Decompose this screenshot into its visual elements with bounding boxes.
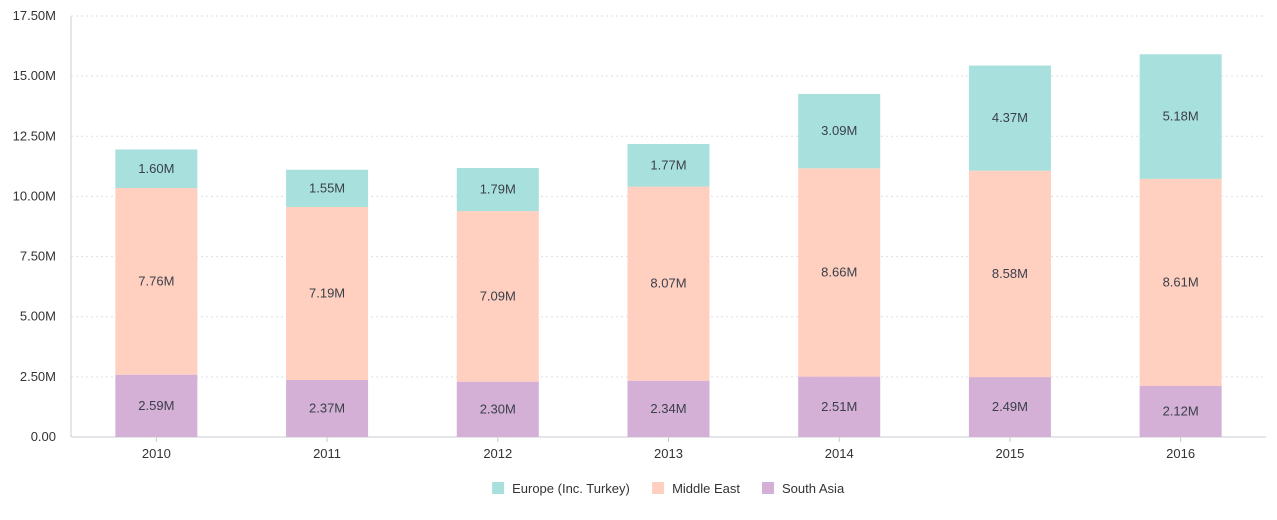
bar-segment bbox=[286, 207, 369, 380]
bar-segment bbox=[627, 186, 710, 381]
y-tick-label: 0.00 bbox=[31, 429, 56, 444]
x-tick-label: 2012 bbox=[483, 446, 512, 461]
legend-swatch bbox=[492, 482, 505, 494]
x-axis-ticks: 2010 2011 2012 2013 2014 2015 2016 bbox=[142, 437, 1195, 461]
data-label: 1.55M bbox=[309, 180, 345, 195]
data-label: 2.30M bbox=[480, 401, 516, 416]
legend-label: Middle East bbox=[672, 481, 740, 496]
data-label: 2.49M bbox=[992, 399, 1028, 414]
x-tick-label: 2016 bbox=[1166, 446, 1195, 461]
bar-segment bbox=[115, 149, 198, 189]
x-tick-label: 2011 bbox=[313, 446, 341, 461]
x-tick-label: 2010 bbox=[142, 446, 171, 461]
x-tick-label: 2015 bbox=[995, 446, 1024, 461]
legend-swatch bbox=[652, 482, 665, 494]
legend-label: South Asia bbox=[782, 481, 845, 496]
legend-item[interactable]: Middle East bbox=[652, 481, 740, 496]
data-label: 5.18M bbox=[1163, 109, 1199, 124]
bar-segment bbox=[456, 211, 539, 382]
data-label: 8.61M bbox=[1163, 274, 1199, 289]
data-label: 2.37M bbox=[309, 400, 345, 415]
bar-segment bbox=[1139, 385, 1222, 437]
y-tick-label: 2.50M bbox=[20, 369, 56, 384]
legend-item[interactable]: South Asia bbox=[762, 481, 845, 496]
data-label: 3.09M bbox=[821, 123, 857, 138]
bar-segment bbox=[286, 379, 369, 437]
bar-segment bbox=[115, 374, 198, 437]
data-label: 7.09M bbox=[480, 288, 516, 303]
data-label: 2.12M bbox=[1163, 403, 1199, 418]
legend-swatch bbox=[762, 482, 775, 494]
bar-segment bbox=[968, 170, 1051, 378]
y-tick-label: 15.00M bbox=[13, 68, 56, 83]
data-label: 4.37M bbox=[992, 110, 1028, 125]
bar-segment bbox=[968, 65, 1051, 171]
bar-segment bbox=[1139, 54, 1222, 179]
data-label: 2.51M bbox=[821, 399, 857, 414]
bar-segment bbox=[456, 381, 539, 437]
bar-segment bbox=[627, 143, 710, 187]
bars bbox=[115, 54, 1222, 437]
y-tick-label: 12.50M bbox=[13, 128, 56, 143]
bar-segment bbox=[798, 168, 881, 377]
data-labels: 2.59M 7.76M 1.60M 2.37M 7.19M 1.55M 2.30M 7.09M… bbox=[138, 109, 1198, 419]
bar-segment bbox=[798, 93, 881, 169]
data-label: 2.34M bbox=[650, 401, 686, 416]
bar-segment bbox=[1139, 178, 1222, 386]
legend-label: Europe (Inc. Turkey) bbox=[512, 481, 630, 496]
bar-segment bbox=[968, 377, 1051, 437]
data-label: 7.76M bbox=[138, 273, 174, 288]
legend: Europe (Inc. Turkey) Middle East South Asi… bbox=[492, 481, 845, 496]
data-label: 8.07M bbox=[650, 276, 686, 291]
bar-segment bbox=[286, 169, 369, 208]
y-tick-label: 10.00M bbox=[13, 188, 56, 203]
data-label: 1.79M bbox=[480, 182, 516, 197]
bar-segment bbox=[627, 380, 710, 437]
data-label: 8.58M bbox=[992, 266, 1028, 281]
bar-segment bbox=[798, 376, 881, 437]
bar-segment bbox=[115, 188, 198, 375]
bar-segment bbox=[456, 168, 539, 212]
data-label: 7.19M bbox=[309, 285, 345, 300]
y-tick-label: 7.50M bbox=[20, 249, 56, 264]
legend-item[interactable]: Europe (Inc. Turkey) bbox=[492, 481, 630, 496]
y-tick-label: 5.00M bbox=[20, 309, 56, 324]
y-axis-ticks: 0.00 2.50M 5.00M 7.50M 10.00M 12.50M 15.00M 17.… bbox=[13, 8, 56, 444]
x-tick-label: 2014 bbox=[825, 446, 854, 461]
data-label: 1.77M bbox=[650, 157, 686, 172]
data-label: 8.66M bbox=[821, 264, 857, 279]
y-tick-label: 17.50M bbox=[13, 8, 56, 23]
data-label: 2.59M bbox=[138, 398, 174, 413]
x-tick-label: 2013 bbox=[654, 446, 683, 461]
data-label: 1.60M bbox=[138, 161, 174, 176]
